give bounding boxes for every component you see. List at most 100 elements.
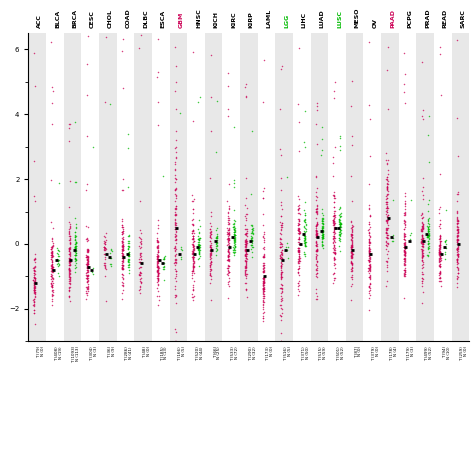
Point	[349, 280, 356, 288]
Point	[172, 202, 179, 210]
Point	[83, 264, 91, 272]
Point	[401, 256, 409, 264]
Point	[331, 274, 338, 282]
Point	[384, 211, 392, 219]
Point	[425, 240, 432, 248]
Point	[425, 215, 433, 222]
Point	[159, 265, 167, 273]
Point	[230, 241, 238, 248]
Point	[419, 183, 427, 191]
Point	[312, 246, 319, 254]
Point	[224, 264, 232, 272]
Point	[241, 256, 249, 264]
Point	[425, 244, 433, 252]
Point	[401, 249, 409, 257]
Point	[401, 247, 409, 255]
Point	[102, 297, 109, 305]
Point	[207, 243, 215, 251]
Point	[242, 264, 249, 272]
Point	[224, 238, 232, 246]
Point	[66, 258, 73, 266]
Point	[48, 247, 56, 255]
Point	[153, 258, 161, 266]
Point	[260, 261, 268, 269]
Point	[213, 230, 221, 238]
Point	[171, 186, 179, 194]
Point	[283, 173, 291, 180]
Point	[118, 265, 126, 273]
Point	[225, 257, 233, 264]
Point	[294, 248, 302, 256]
Point	[119, 279, 127, 286]
Point	[366, 223, 374, 231]
Point	[260, 294, 267, 302]
Point	[312, 196, 319, 204]
Point	[154, 255, 162, 263]
Point	[259, 253, 267, 261]
Point	[190, 254, 197, 262]
Point	[101, 272, 109, 280]
Point	[401, 218, 409, 226]
Point	[295, 216, 302, 223]
Point	[119, 283, 127, 290]
Point	[295, 226, 303, 233]
Point	[48, 243, 55, 251]
Point	[190, 249, 197, 257]
Point	[276, 234, 284, 241]
Point	[419, 257, 426, 265]
Point	[230, 217, 237, 224]
Point	[365, 264, 373, 272]
Point	[425, 242, 433, 250]
Text: LUAD: LUAD	[319, 9, 324, 28]
Point	[383, 241, 390, 249]
Point	[172, 221, 179, 229]
Point	[436, 249, 444, 256]
Point	[400, 255, 408, 263]
Point	[400, 255, 408, 263]
Point	[30, 280, 37, 287]
Point	[171, 206, 179, 213]
Point	[424, 233, 432, 240]
Point	[301, 233, 309, 240]
Point	[30, 264, 37, 272]
Point	[154, 241, 162, 248]
Point	[243, 239, 250, 247]
Point	[30, 255, 38, 263]
Point	[278, 251, 285, 259]
Point	[248, 233, 255, 241]
Point	[437, 234, 444, 242]
Point	[100, 259, 108, 267]
Point	[295, 225, 302, 232]
Point	[242, 280, 250, 287]
Point	[301, 239, 308, 247]
Point	[154, 252, 162, 260]
Point	[207, 261, 214, 269]
Point	[83, 260, 91, 267]
Point	[418, 278, 426, 285]
Point	[83, 264, 91, 272]
Point	[277, 284, 284, 292]
Point	[318, 222, 326, 229]
Point	[294, 205, 302, 213]
Point	[260, 287, 268, 294]
Point	[137, 244, 145, 251]
Point	[436, 268, 443, 275]
Point	[384, 216, 392, 224]
Point	[65, 287, 73, 295]
Point	[319, 233, 327, 241]
Point	[365, 245, 373, 252]
Point	[436, 246, 443, 254]
Point	[231, 218, 238, 225]
Point	[230, 237, 237, 245]
Point	[330, 191, 337, 199]
Point	[66, 255, 74, 263]
Point	[225, 252, 233, 260]
Point	[242, 268, 249, 276]
Point	[124, 245, 132, 253]
Point	[296, 246, 303, 254]
Point	[436, 274, 443, 282]
Point	[190, 233, 197, 240]
Point	[171, 225, 179, 232]
Point	[277, 250, 285, 257]
Point	[259, 288, 267, 295]
